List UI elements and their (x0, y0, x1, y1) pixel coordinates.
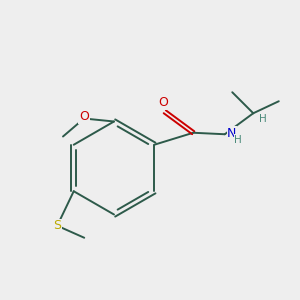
Text: H: H (259, 114, 266, 124)
Text: N: N (227, 127, 236, 140)
Text: O: O (158, 96, 168, 110)
Text: S: S (53, 219, 61, 232)
Text: O: O (79, 110, 89, 124)
Text: H: H (234, 135, 242, 145)
